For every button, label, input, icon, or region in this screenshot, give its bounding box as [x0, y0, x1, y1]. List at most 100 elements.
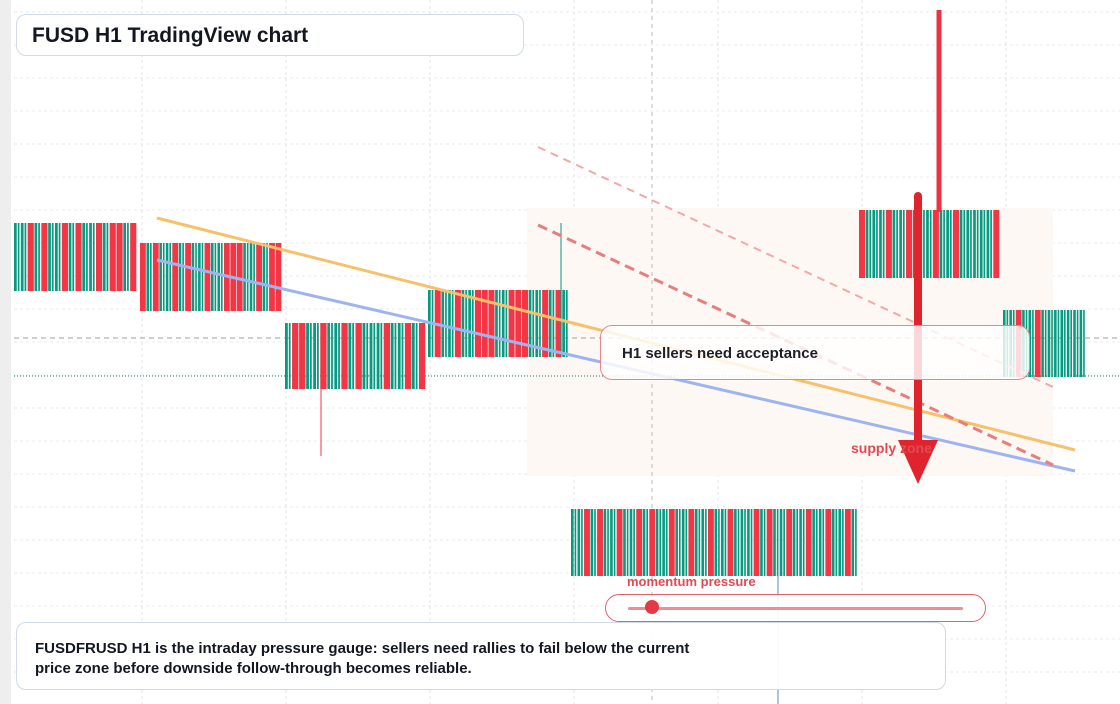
candle-wick [613, 509, 616, 576]
channel-line-lower [537, 223, 1054, 467]
candle [714, 509, 718, 576]
candle [481, 290, 488, 357]
candle-wick [607, 509, 609, 576]
candle-wick [366, 323, 369, 389]
candle [313, 323, 317, 389]
candle [562, 290, 565, 357]
candle [1066, 310, 1070, 377]
candle [61, 223, 68, 291]
candle [603, 509, 607, 576]
candle-wick [970, 210, 972, 278]
candle [348, 323, 352, 389]
candle-wick [92, 223, 95, 291]
candle [675, 509, 678, 576]
candle [306, 323, 309, 389]
candle-wick [855, 509, 857, 576]
candle [140, 243, 146, 311]
candle-wick [221, 243, 223, 311]
candle-wick [380, 323, 383, 389]
candle-wick [718, 509, 720, 576]
candle [1073, 310, 1076, 377]
candle [623, 509, 626, 576]
candle [217, 243, 221, 311]
candle [341, 323, 348, 389]
candle-wick [594, 509, 596, 576]
candle-wick [822, 509, 825, 576]
candle-wick [317, 323, 319, 389]
candle [488, 290, 495, 357]
candle-wick [58, 223, 61, 291]
candle [542, 290, 549, 357]
candle-wick [505, 290, 508, 357]
candle [734, 509, 737, 576]
candle-wick [150, 243, 152, 311]
candle-wick [802, 509, 805, 576]
candle [721, 509, 724, 576]
candle [249, 243, 253, 311]
momentum-knob[interactable] [644, 600, 659, 614]
candle-wick [574, 509, 577, 576]
candle [812, 509, 815, 576]
candle-wick [983, 210, 986, 278]
candle [851, 509, 855, 576]
candle-wick [552, 290, 555, 357]
candle-wick [17, 223, 20, 291]
candle [96, 223, 103, 291]
candle [760, 509, 763, 576]
candle-wick [445, 290, 447, 357]
candle [20, 223, 24, 291]
candle [320, 323, 327, 389]
candle [116, 223, 123, 291]
candle [397, 323, 401, 389]
candle-wick [451, 290, 454, 357]
candle [649, 509, 656, 576]
candle-wick [127, 223, 129, 291]
callout-text: H1 sellers need acceptance [622, 345, 818, 362]
candle [522, 290, 529, 357]
candle [41, 223, 48, 291]
candle [515, 290, 522, 357]
candle [906, 210, 913, 278]
candle-wick [309, 323, 312, 389]
candle-wick [401, 323, 404, 389]
candle-wick [195, 243, 197, 311]
candle [838, 509, 842, 576]
candle [299, 323, 306, 389]
candle [528, 290, 532, 357]
candle-wick [338, 323, 340, 389]
candle [865, 210, 869, 278]
candle [879, 210, 882, 278]
candle-wick [776, 509, 779, 576]
candle [773, 509, 776, 576]
candle-wick [253, 243, 255, 311]
candle [418, 323, 426, 389]
candle [577, 509, 581, 576]
candle [285, 323, 288, 389]
candle-wick [815, 509, 818, 576]
candle-wick [665, 509, 668, 576]
candle [727, 509, 734, 576]
candle [48, 223, 51, 291]
candle [668, 509, 675, 576]
candle [327, 323, 331, 389]
momentum-slider[interactable] [605, 594, 986, 622]
candle [1054, 310, 1057, 377]
candle [404, 323, 412, 389]
candle [831, 509, 835, 576]
candle [953, 210, 960, 278]
candle [275, 243, 282, 311]
candle [508, 290, 515, 357]
channel-line-upper [537, 146, 1054, 388]
candle-wick [1057, 310, 1060, 377]
candle-wick [214, 243, 217, 311]
candle [334, 323, 338, 389]
candle [34, 223, 38, 291]
candle [130, 223, 137, 291]
candle [152, 243, 159, 311]
candle [818, 509, 822, 576]
candle-wick [1070, 310, 1072, 377]
candle-wick [169, 243, 172, 311]
candle-wick [266, 243, 268, 311]
candle [747, 509, 750, 576]
candle [885, 210, 892, 278]
